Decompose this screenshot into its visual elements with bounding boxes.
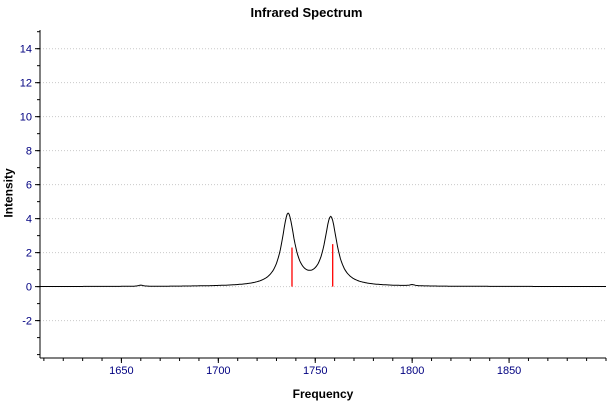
y-tick-label: 0 — [26, 282, 32, 294]
spectrum-curve — [40, 212, 606, 287]
y-tick-label: 14 — [20, 44, 32, 56]
tick-labels: 1650 1700 1750 1800 1850 -2 0 2 4 6 8 10 12 14 — [20, 44, 522, 377]
y-tick-label: 10 — [20, 112, 32, 124]
x-tick-label: 1800 — [400, 365, 424, 377]
y-tick-label: 2 — [26, 248, 32, 260]
x-tick-label: 1750 — [303, 365, 327, 377]
x-tick-label: 1650 — [109, 365, 133, 377]
y-tick-label: -2 — [22, 316, 32, 328]
y-tick-label: 4 — [26, 214, 32, 226]
x-axis-label: Frequency — [292, 387, 354, 401]
chart-title: Infrared Spectrum — [250, 5, 363, 20]
y-tick-label: 12 — [20, 78, 32, 90]
y-tick-label: 8 — [26, 146, 32, 158]
x-tick-label: 1850 — [497, 365, 521, 377]
peak-sticks — [291, 244, 334, 287]
x-tick-label: 1700 — [206, 365, 230, 377]
gridlines — [40, 48, 606, 322]
y-tick-label: 6 — [26, 180, 32, 192]
axes — [35, 30, 607, 363]
